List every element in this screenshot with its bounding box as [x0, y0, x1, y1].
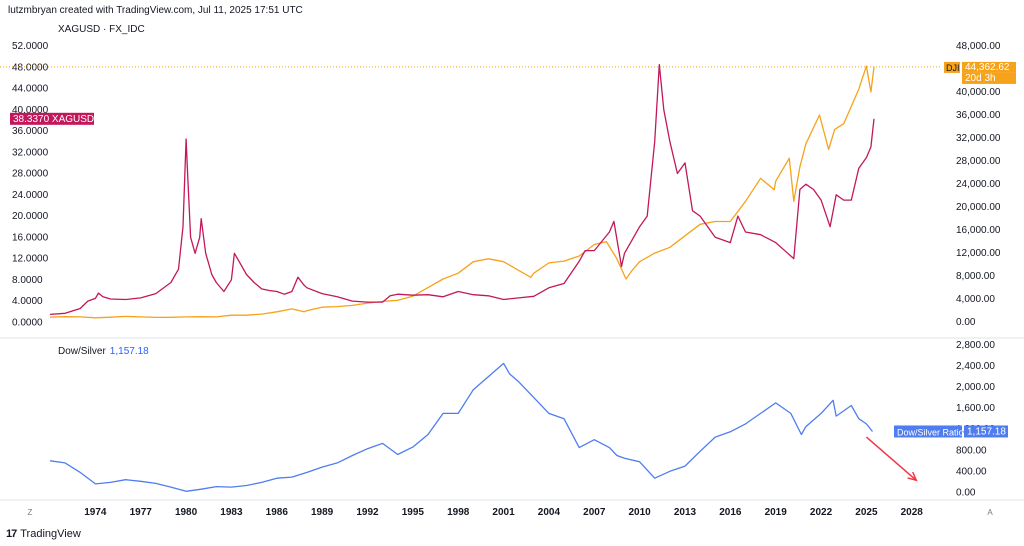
dji-price-label: 44,362.62	[965, 62, 1010, 73]
time-axis-tick: 1983	[220, 507, 243, 518]
time-axis-tick: 2022	[810, 507, 833, 518]
right-axis-tick: 16,000.00	[956, 225, 1001, 236]
left-axis-tick: 8.0000	[12, 275, 43, 286]
time-axis-tick: 1998	[447, 507, 470, 518]
time-axis-tick: 2025	[855, 507, 878, 518]
dji-countdown-label-bg	[962, 72, 1016, 84]
xagusd-price-label: 38.3370 XAGUSD	[13, 114, 94, 125]
time-axis-tick: 1974	[84, 507, 107, 518]
chart-credit: lutzmbryan created with TradingView.com,…	[8, 5, 303, 16]
time-axis-tick: 1995	[402, 507, 425, 518]
auto-scale-icon: A	[987, 508, 993, 517]
right-axis-tick: 32,000.00	[956, 133, 1001, 144]
time-axis-tick: 1986	[266, 507, 289, 518]
left-axis-tick: 36.0000	[12, 126, 49, 137]
time-axis-tick: 1977	[130, 507, 153, 518]
ratio-axis-tick: 2,800.00	[956, 340, 995, 351]
time-axis-tick: 1992	[356, 507, 379, 518]
left-axis-tick: 28.0000	[12, 169, 49, 180]
dji-price-label-bg	[962, 61, 1016, 73]
ratio-price-label-bg	[964, 425, 1008, 438]
footer-brand: TradingView	[20, 528, 81, 540]
right-axis-tick: 24,000.00	[956, 179, 1001, 190]
right-axis-tick: 4,000.00	[956, 294, 995, 305]
right-axis-tick: 12,000.00	[956, 248, 1001, 259]
indicator-value: 1,157.18	[109, 346, 149, 357]
right-axis-tick: 48,000.00	[956, 41, 1001, 52]
left-axis-tick: 4.0000	[12, 296, 43, 307]
left-axis-tick: 52.0000	[12, 41, 49, 52]
ratio-axis-tick: 800.00	[956, 445, 987, 456]
left-axis-tick: 12.0000	[12, 254, 49, 265]
trend-arrow-head-icon	[907, 471, 918, 482]
right-axis-tick: 28,000.00	[956, 156, 1001, 167]
xagusd-price-label-bg	[10, 112, 94, 125]
left-axis-tick: 40.0000	[12, 105, 49, 116]
right-axis-tick: 40,000.00	[956, 87, 1001, 98]
ratio-axis-tick: 0.00	[956, 487, 976, 498]
symbol-title[interactable]: XAGUSD · FX_IDC	[58, 24, 145, 35]
left-axis-tick: 16.0000	[12, 232, 49, 243]
indicator-legend[interactable]: Dow/Silver 1,157.18	[58, 346, 149, 357]
trend-arrow-line	[865, 436, 917, 481]
left-axis-tick: 48.0000	[12, 62, 49, 73]
right-axis-tick: 0.00	[956, 317, 976, 328]
time-axis-tick: 2010	[629, 507, 652, 518]
dji-tag-bg	[944, 61, 960, 73]
timezone-toggle-icon: Z	[28, 508, 33, 517]
time-axis-tick: 2016	[719, 507, 742, 518]
left-axis-tick: 44.0000	[12, 84, 49, 95]
time-axis-tick: 2001	[492, 507, 515, 518]
dji-series-line	[49, 65, 875, 319]
dji-countdown-label: 20d 3h	[965, 73, 996, 84]
time-axis-tick: 2007	[583, 507, 606, 518]
tradingview-logo-icon: 17	[6, 528, 17, 540]
ratio-axis-tick: 1,600.00	[956, 403, 995, 414]
ratio-name-bg	[894, 425, 962, 438]
ratio-axis-tick: 2,000.00	[956, 382, 995, 393]
time-axis-tick: 2013	[674, 507, 697, 518]
time-axis-tick: 1980	[175, 507, 198, 518]
indicator-name: Dow/Silver	[58, 346, 106, 357]
dow-silver-ratio-line	[49, 362, 874, 492]
ratio-price-label: 1,157.18	[967, 426, 1006, 437]
dji-tag: DJI	[946, 63, 960, 73]
right-axis-tick: 36,000.00	[956, 110, 1001, 121]
time-axis-tick: 2019	[765, 507, 788, 518]
time-axis-tick: 2004	[538, 507, 561, 518]
left-axis-tick: 20.0000	[12, 211, 49, 222]
time-axis-tick: 1989	[311, 507, 334, 518]
tradingview-footer[interactable]: 17 TradingView	[6, 528, 81, 540]
left-axis-tick: 24.0000	[12, 190, 49, 201]
ratio-axis-tick: 400.00	[956, 466, 987, 477]
right-axis-tick: 20,000.00	[956, 202, 1001, 213]
left-axis-tick: 0.0000	[12, 317, 43, 328]
time-axis-tick: 2028	[901, 507, 924, 518]
left-axis-tick: 32.0000	[12, 147, 49, 158]
ratio-name-label: Dow/Silver Ratio	[897, 427, 964, 437]
ratio-axis-tick: 2,400.00	[956, 361, 995, 372]
xagusd-series-line	[49, 63, 875, 316]
right-axis-tick: 8,000.00	[956, 271, 995, 282]
